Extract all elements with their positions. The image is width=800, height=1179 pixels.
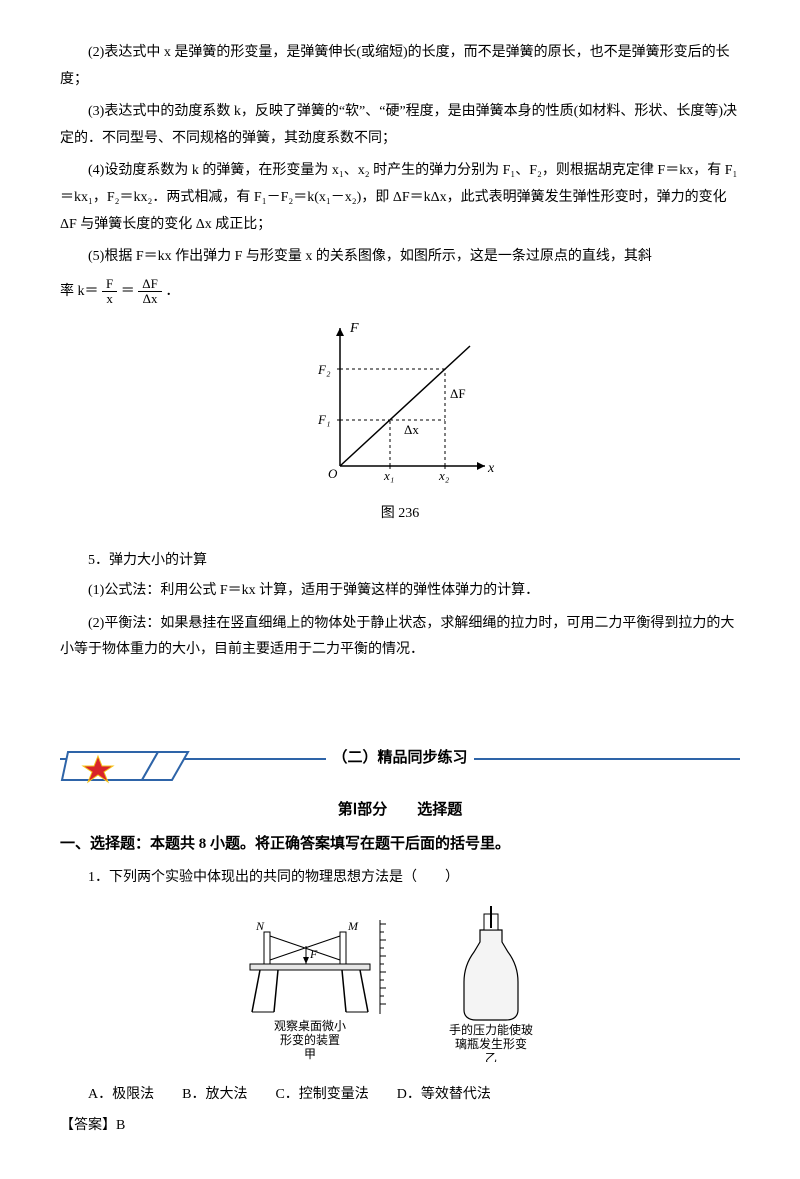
- frac2-num: ΔF: [138, 277, 162, 292]
- graph-y-label: F: [349, 321, 359, 336]
- graph-x-label: x: [487, 461, 495, 476]
- graph-f1: F₁: [317, 412, 330, 427]
- fraction-f-x: F x: [102, 277, 117, 307]
- paragraph-3: (3)表达式中的劲度系数 k，反映了弹簧的“软”、“硬”程度，是由弹簧本身的性质…: [60, 99, 740, 152]
- section-5-heading: 5．弹力大小的计算: [60, 548, 740, 575]
- section-5-2: (2)平衡法：如果悬挂在竖直细绳上的物体处于静止状态，求解细绳的拉力时，可用二力…: [60, 611, 740, 664]
- exp-right-caption-2: 璃瓶发生形变: [455, 1036, 527, 1051]
- experiment-images: F N M 观察桌面微: [60, 902, 740, 1073]
- frac2-den: Δx: [138, 292, 162, 306]
- exp-left-tag: 甲: [304, 1047, 316, 1061]
- sub-title: 一、选择题：本题共 8 小题。将正确答案填写在题干后面的括号里。: [60, 830, 740, 859]
- hooke-graph-svg: F x O F₂ F₁ x₁ x₂ ΔF Δx: [300, 316, 500, 486]
- exp-left-n-label: N: [255, 919, 265, 933]
- exp-left-m-label: M: [347, 919, 359, 933]
- exp-left-f-label: F: [309, 947, 318, 961]
- graph-caption: 图 236: [60, 501, 740, 528]
- graph-x1: x₁: [383, 468, 394, 483]
- frac1-den: x: [102, 292, 117, 306]
- exp-left-caption-1: 观察桌面微小: [274, 1019, 346, 1033]
- graph-x2: x₂: [438, 468, 450, 483]
- fraction-df-dx: ΔF Δx: [138, 277, 162, 307]
- question-1: 1．下列两个实验中体现出的共同的物理思想方法是（ ）: [60, 865, 740, 892]
- slope-suffix: ．: [165, 284, 179, 299]
- graph-figure: F x O F₂ F₁ x₁ x₂ ΔF Δx: [60, 316, 740, 497]
- banner-title: （二）精品同步练习: [326, 744, 473, 773]
- exp-right-caption-1: 手的压力能使玻: [449, 1022, 533, 1037]
- exp-left-caption-2: 形变的装置: [280, 1032, 340, 1047]
- section-5-1: (1)公式法：利用公式 F＝kx 计算，适用于弹簧这样的弹性体弹力的计算．: [60, 578, 740, 605]
- paragraph-5: (5)根据 F＝kx 作出弹力 F 与形变量 x 的关系图像，如图所示，这是一条…: [60, 244, 740, 271]
- frac1-num: F: [102, 277, 117, 292]
- question-1-options: A．极限法 B．放大法 C．控制变量法 D．等效替代法: [60, 1082, 740, 1109]
- section-banner: （二）精品同步练习: [60, 744, 740, 788]
- part-title: 第Ⅰ部分 选择题: [60, 796, 740, 825]
- graph-delta-x: Δx: [404, 422, 419, 437]
- experiment-svg: F N M 观察桌面微: [230, 902, 570, 1062]
- graph-origin: O: [328, 466, 338, 481]
- slope-formula: 率 k＝ F x ＝ ΔF Δx ．: [60, 277, 740, 307]
- paragraph-4: (4)设劲度系数为 k 的弹簧，在形变量为 x₁、x₂ 时产生的弹力分别为 F₁…: [60, 158, 740, 238]
- graph-f2: F₂: [317, 362, 331, 377]
- graph-delta-f: ΔF: [450, 386, 466, 401]
- exp-right-tag: 乙: [485, 1051, 497, 1062]
- paragraph-2: (2)表达式中 x 是弹簧的形变量，是弹簧伸长(或缩短)的长度，而不是弹簧的原长…: [60, 40, 740, 93]
- question-1-answer: 【答案】B: [60, 1113, 740, 1140]
- slope-prefix: 率 k＝: [60, 284, 99, 299]
- slope-eq: ＝: [121, 284, 135, 299]
